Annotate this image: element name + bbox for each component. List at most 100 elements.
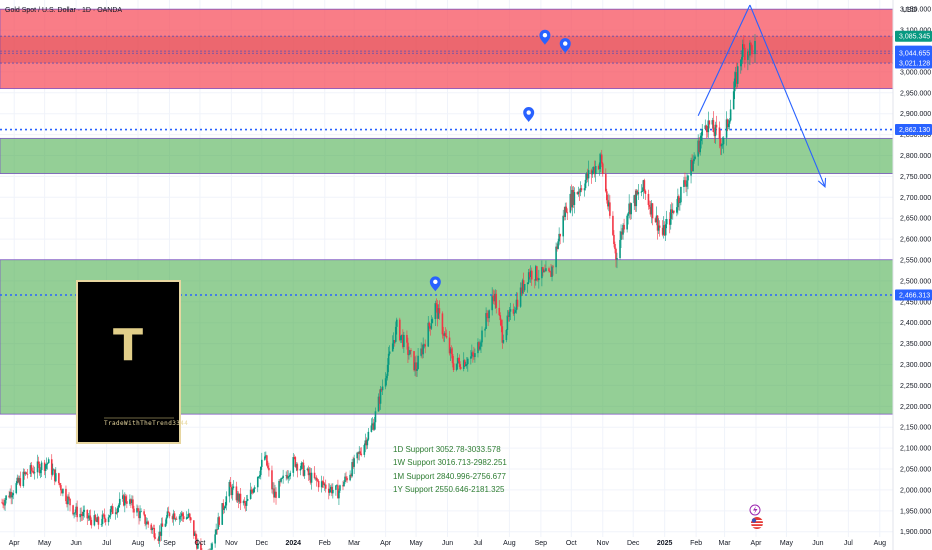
candle-body (388, 351, 391, 354)
price-tick-label: 2,350.000 (900, 341, 931, 348)
candle-body (93, 515, 96, 526)
support-zone (0, 137, 894, 175)
time-tick-label: Apr (9, 540, 21, 547)
candle-body (505, 329, 508, 341)
candle-body (353, 458, 355, 467)
candle-body (300, 462, 303, 469)
candle-body (55, 473, 57, 482)
candle-body (230, 486, 233, 496)
candle-body (579, 188, 582, 193)
candle-body (114, 512, 117, 514)
markers[interactable] (429, 29, 571, 292)
time-tick-label: May (780, 540, 794, 547)
candle-body (69, 498, 71, 506)
map-pin-icon[interactable] (539, 29, 551, 45)
us-flag-event-icon[interactable] (751, 517, 763, 529)
candle-body (615, 248, 617, 260)
candle-body (570, 193, 573, 208)
candle-body (24, 472, 27, 475)
candle-body (15, 483, 18, 494)
candle-body (431, 319, 434, 324)
candle-body (310, 472, 313, 483)
pin-dot (433, 279, 438, 285)
candle-body (380, 389, 383, 391)
resistance-inner-band (0, 36, 893, 64)
candle-body (498, 307, 501, 316)
candle-body (11, 495, 13, 498)
price-tag-label: 3,044.655 (899, 51, 930, 58)
candle-body (529, 270, 532, 277)
candle-body (477, 342, 479, 354)
price-tag-label: 3,021.128 (899, 61, 930, 68)
candle-body (606, 191, 608, 201)
candle-body (636, 190, 639, 195)
time-tick-label: Nov (225, 540, 238, 547)
map-pin-icon[interactable] (523, 107, 535, 123)
candle-body (138, 510, 140, 519)
price-axis[interactable]: 1,900.000 1,950.000 2,000.000 2,050.000 2,10… (900, 7, 931, 537)
price-tick-label: 2,150.000 (900, 425, 931, 432)
candle-body (366, 439, 369, 446)
candle-body (421, 348, 423, 355)
candle-body (634, 195, 637, 207)
candle-body (110, 506, 113, 510)
candle-body (519, 287, 522, 307)
price-tags: 3,085.3453,049.6523,044.6553,021.1282,86… (895, 30, 932, 301)
candle-body (181, 513, 184, 517)
price-tick-label: 2,100.000 (900, 446, 931, 453)
candle-body (628, 203, 630, 214)
candle-body (345, 476, 347, 478)
candle-body (705, 125, 708, 130)
candle-body (221, 503, 224, 525)
price-tag-label: 2,466.313 (899, 292, 930, 299)
map-pin-icon[interactable] (559, 38, 571, 54)
candle-body (513, 312, 516, 314)
price-tag-label: 2,862.130 (899, 127, 930, 134)
candle-body (562, 215, 564, 237)
candle-body (223, 508, 226, 510)
time-tick-label: Sep (163, 540, 176, 547)
candle-body (663, 225, 666, 236)
candle-body (272, 488, 274, 490)
candle-body (443, 333, 446, 336)
candle-body (687, 175, 689, 181)
candle-body (215, 529, 217, 535)
candle-body (669, 209, 672, 225)
time-axis[interactable]: Apr May Jun Jul Aug Sep Oct Nov Dec 2024 Feb Mar Apr… (9, 540, 886, 547)
candle-body (245, 500, 248, 506)
candle-body (537, 279, 539, 281)
candle-body (23, 471, 26, 475)
projection-line (697, 4, 751, 117)
candle-body (701, 128, 704, 136)
candle-body (72, 505, 74, 515)
candle-body (420, 348, 422, 356)
candle-body (668, 219, 671, 225)
candle-body (627, 213, 629, 216)
candle-body (591, 170, 594, 175)
candle-body (728, 120, 731, 124)
time-tick-label: Oct (194, 540, 205, 547)
candle-body (258, 475, 261, 477)
candle-body (88, 515, 91, 518)
candle-body (422, 344, 424, 355)
candle-body (491, 295, 493, 311)
candle-body (727, 123, 730, 127)
time-tick-label: Jun (70, 540, 81, 547)
candle-body (733, 78, 736, 92)
lightning-event-icon[interactable] (749, 504, 761, 516)
candle-body (46, 463, 49, 464)
map-pin-icon[interactable] (429, 276, 441, 292)
candle-body (586, 173, 589, 179)
candle-body (224, 505, 227, 509)
candle-body (387, 353, 390, 365)
candle-body (61, 490, 63, 494)
candle-body (166, 511, 169, 518)
candle-body (36, 461, 39, 473)
candle-body (417, 355, 419, 369)
candle-body (578, 191, 581, 193)
candle-body (275, 491, 277, 498)
candle-body (750, 42, 752, 46)
candle-body (481, 330, 483, 343)
candle-body (143, 511, 145, 515)
